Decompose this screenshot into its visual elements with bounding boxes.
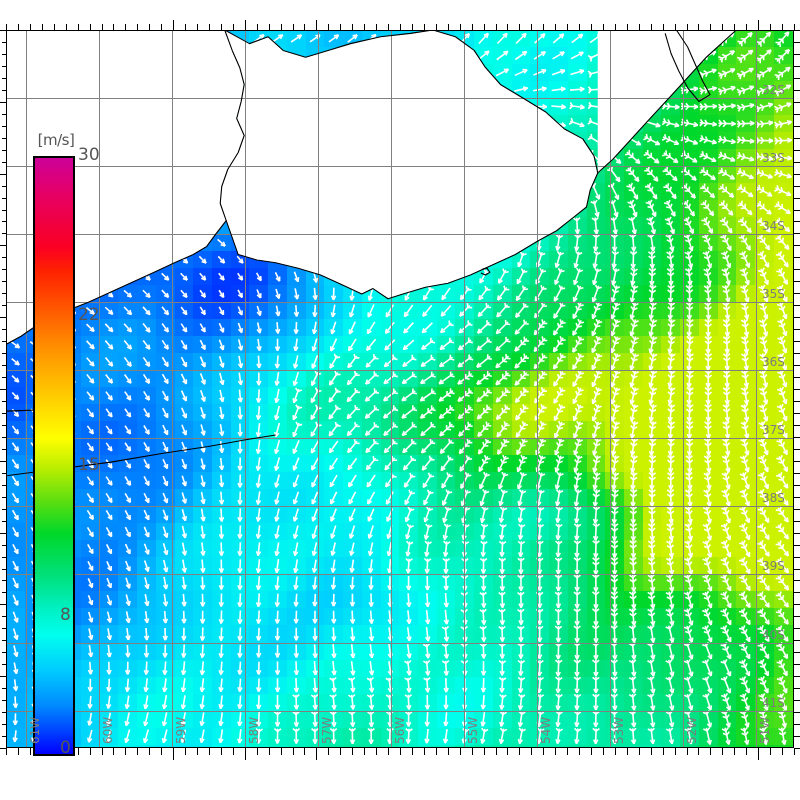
colorbar-tick-0: 0 (60, 738, 71, 758)
map-plot-area[interactable] (6, 30, 794, 748)
longitude-label-55W: 55W (466, 716, 480, 744)
colorbar (33, 156, 75, 756)
latitude-label-40S: 40S (762, 627, 785, 642)
colorbar-tick-8: 8 (60, 605, 71, 626)
longitude-label-51W: 51W (758, 716, 772, 744)
latitude-label-41S: 41S (762, 695, 785, 710)
colorbar-unit-label: [m/s] (37, 131, 75, 149)
latitude-label-38S: 38S (762, 491, 785, 506)
latitude-label-33S: 33S (762, 151, 785, 166)
wind-speed-canvas (6, 30, 794, 748)
longitude-label-59W: 59W (174, 716, 188, 744)
longitude-label-54W: 54W (539, 716, 553, 744)
latitude-label-35S: 35S (762, 287, 785, 302)
right-axis-ticks (794, 30, 800, 749)
colorbar-tick-22: 22 (78, 305, 100, 326)
bottom-axis-ticks (6, 748, 795, 760)
latitude-label-36S: 36S (762, 355, 785, 370)
colorbar-gradient (33, 156, 75, 756)
latitude-label-34S: 34S (762, 219, 785, 234)
longitude-label-61W: 61W (28, 716, 42, 744)
latitude-label-37S: 37S (762, 423, 785, 438)
wind-speed-raster (6, 30, 794, 748)
latitude-label-39S: 39S (762, 559, 785, 574)
colorbar-tick-30: 30 (78, 145, 100, 165)
longitude-label-56W: 56W (393, 716, 407, 744)
longitude-label-58W: 58W (247, 716, 261, 744)
latitude-label-32S: 32S (762, 83, 785, 98)
longitude-label-52W: 52W (685, 716, 699, 744)
longitude-label-60W: 60W (101, 716, 115, 744)
colorbar-tick-15: 15 (78, 455, 100, 476)
longitude-label-53W: 53W (612, 716, 626, 744)
longitude-label-57W: 57W (320, 716, 334, 744)
top-axis-ticks (6, 20, 795, 30)
